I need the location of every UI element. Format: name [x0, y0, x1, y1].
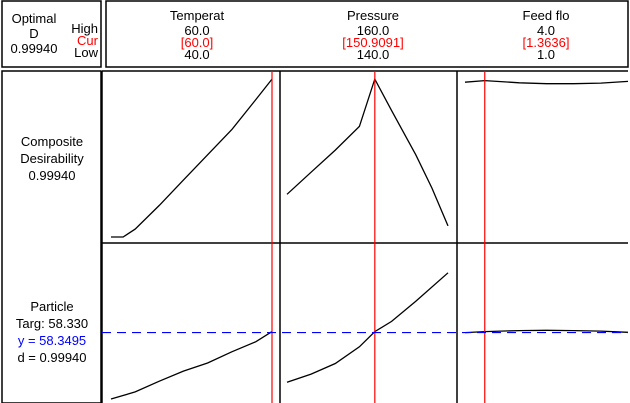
reference-lines: [102, 71, 628, 403]
factor-high-feed-flo: 4.0: [537, 23, 555, 38]
header-left-frame: [1, 0, 102, 68]
factor-low-temperat: 40.0: [184, 47, 209, 62]
header-main-frame: [105, 0, 629, 68]
factor-name-feed-flo: Feed flo: [523, 8, 570, 23]
optimal-title: Optimal: [12, 11, 57, 26]
high-label: High: [71, 21, 98, 36]
factor-headers: Temperat 60.0 [60.0] 40.0 Pressure 160.0…: [170, 8, 570, 62]
factor-cur-feed-flo: [1.3636]: [523, 35, 570, 50]
curve-particle-temperat: [110, 331, 273, 400]
optimal-d-box: Optimal D 0.99940 High Cur Low: [11, 11, 99, 60]
optimal-d-label: D: [29, 26, 38, 41]
composite-label-line2: Desirability: [20, 151, 84, 166]
response-curves: [110, 77, 629, 400]
low-label: Low: [74, 45, 98, 60]
curve-composite-temperat: [111, 78, 273, 238]
response-name: Particle: [30, 299, 73, 314]
row-left-frame: [1, 70, 102, 403]
cur-label: Cur: [77, 33, 99, 48]
factor-high-temperat: 60.0: [184, 23, 209, 38]
optimal-d-value: 0.99940: [11, 41, 58, 56]
composite-row-label: Composite Desirability 0.99940: [20, 134, 84, 183]
factor-name-pressure: Pressure: [347, 8, 399, 23]
response-d: d = 0.99940: [17, 350, 86, 365]
factor-cur-temperat: [60.0]: [181, 35, 214, 50]
factor-high-pressure: 160.0: [357, 23, 390, 38]
factor-low-pressure: 140.0: [357, 47, 390, 62]
response-target: Targ: 58.330: [16, 316, 88, 331]
factor-cur-pressure: [150.9091]: [342, 35, 403, 50]
response-row-label: Particle Targ: 58.330 y = 58.3495 d = 0.…: [16, 299, 88, 365]
composite-label-value: 0.99940: [29, 168, 76, 183]
curve-composite-pressure: [286, 77, 449, 227]
composite-label-line1: Composite: [21, 134, 83, 149]
response-y: y = 58.3495: [18, 333, 86, 348]
curve-composite-feed-flo: [464, 79, 629, 85]
factor-low-feed-flo: 1.0: [537, 47, 555, 62]
factor-name-temperat: Temperat: [170, 8, 225, 23]
curve-particle-pressure: [286, 272, 449, 383]
